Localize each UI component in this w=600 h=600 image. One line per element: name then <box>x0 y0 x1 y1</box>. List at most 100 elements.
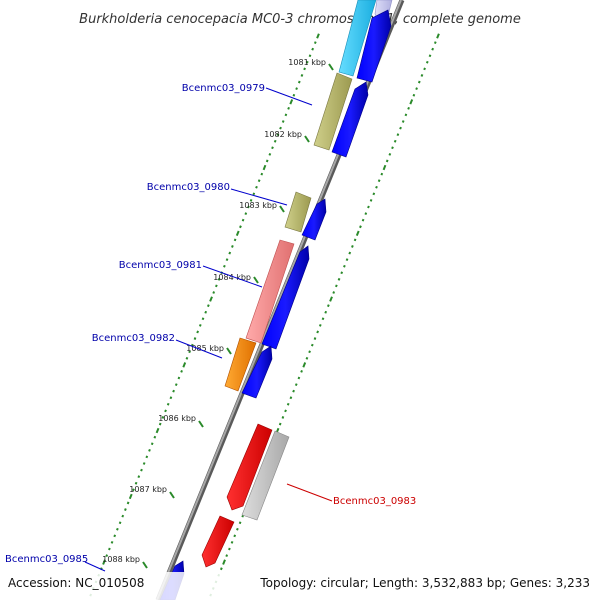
minor-tick <box>148 448 151 452</box>
minor-tick <box>404 113 408 117</box>
minor-tick <box>212 291 216 294</box>
minor-tick <box>255 185 258 189</box>
minor-tick <box>142 462 146 465</box>
minor-tick <box>113 534 117 538</box>
minor-tick <box>241 218 245 222</box>
minor-tick <box>292 93 296 97</box>
minor-tick <box>316 330 320 334</box>
gene-forward-cds[interactable] <box>356 9 392 83</box>
minor-tick <box>145 455 149 459</box>
gene-pink[interactable] <box>245 239 295 344</box>
minor-tick <box>311 47 315 51</box>
leader-line <box>202 265 263 288</box>
minor-tick <box>134 481 138 485</box>
gene-label[interactable]: Bcenmc03_0979 <box>182 83 265 94</box>
minor-tick <box>276 133 280 137</box>
minor-tick <box>185 356 189 360</box>
minor-tick <box>118 521 122 525</box>
minor-tick <box>257 179 261 183</box>
leader-line <box>230 188 288 206</box>
gene-label[interactable]: Bcenmc03_0983 <box>333 496 416 507</box>
minor-tick <box>236 527 239 531</box>
gene-orange[interactable] <box>224 337 257 392</box>
minor-tick <box>124 508 127 511</box>
gene-forward-cds[interactable] <box>331 81 369 158</box>
minor-tick <box>126 501 130 505</box>
tick-mark <box>169 491 175 499</box>
minor-tick <box>214 284 218 288</box>
minor-tick <box>262 164 267 171</box>
minor-tick <box>355 230 360 236</box>
minor-tick <box>364 212 368 215</box>
minor-tick <box>265 159 269 163</box>
minor-tick <box>329 296 333 302</box>
minor-tick <box>305 356 309 360</box>
minor-tick <box>343 264 346 268</box>
minor-tick <box>172 389 175 393</box>
tick-label: 1085 kbp <box>186 344 224 353</box>
minor-tick <box>431 47 435 51</box>
minor-tick <box>300 74 304 77</box>
minor-tick <box>116 527 119 531</box>
minor-tick <box>345 258 349 262</box>
minor-tick <box>425 60 429 64</box>
minor-tick <box>289 396 293 400</box>
minor-tick <box>228 251 232 255</box>
minor-tick <box>233 238 237 242</box>
gene-grey[interactable] <box>241 430 290 521</box>
minor-tick <box>436 33 440 39</box>
gene-label[interactable]: Bcenmc03_0981 <box>119 260 202 271</box>
minor-tick <box>268 152 272 156</box>
minor-tick <box>278 422 282 426</box>
minor-tick <box>198 324 202 327</box>
minor-tick <box>150 442 154 446</box>
minor-tick <box>260 172 264 176</box>
minor-tick <box>188 350 191 354</box>
minor-tick <box>375 185 378 189</box>
minor-tick <box>249 199 253 202</box>
minor-tick <box>297 80 301 84</box>
gene-cyan[interactable] <box>338 0 377 77</box>
minor-tick <box>196 330 200 334</box>
genome-summary-text: Topology: circular; Length: 3,532,883 bp… <box>259 576 590 590</box>
minor-tick <box>239 225 242 229</box>
gene-label[interactable]: Bcenmc03_0980 <box>147 182 230 193</box>
minor-tick <box>252 192 256 196</box>
gene-label[interactable]: Bcenmc03_0982 <box>92 333 175 344</box>
minor-tick <box>137 475 141 479</box>
minor-tick <box>302 362 307 368</box>
gene-label[interactable]: Bcenmc03_0985 <box>5 554 88 565</box>
minor-tick <box>286 402 290 406</box>
minor-tick <box>153 435 157 439</box>
minor-tick <box>318 324 322 327</box>
minor-tick <box>382 164 387 171</box>
gene-forward-cds[interactable] <box>241 345 273 399</box>
minor-tick <box>303 67 306 71</box>
tick-mark <box>253 276 259 284</box>
gene-red[interactable] <box>201 515 235 568</box>
minor-tick <box>415 87 418 90</box>
minor-tick <box>231 245 234 248</box>
gene-olive[interactable] <box>313 72 353 151</box>
accession-text: Accession: NC_010508 <box>8 576 144 590</box>
gene-olive[interactable] <box>284 191 312 233</box>
kbp-ticks: 1081 kbp 1082 kbp 1083 kbp 1084 kbp 1085… <box>102 58 334 569</box>
minor-tick <box>359 225 362 229</box>
minor-tick <box>305 60 309 64</box>
tick-label: 1086 kbp <box>158 414 196 423</box>
tick-mark <box>142 561 148 569</box>
minor-tick <box>279 126 282 130</box>
minor-tick <box>247 205 250 209</box>
minor-tick <box>353 238 357 242</box>
minor-tick <box>158 422 162 426</box>
gene-forward-cds[interactable] <box>301 198 327 241</box>
minor-tick <box>316 33 320 39</box>
minor-tick <box>201 317 205 321</box>
tick-mark <box>304 135 310 143</box>
minor-tick <box>121 514 125 518</box>
minor-tick <box>161 416 165 419</box>
minor-tick <box>281 416 285 419</box>
gene-red[interactable] <box>226 423 273 511</box>
minor-tick <box>396 133 400 137</box>
gene-forward-cds[interactable] <box>261 245 310 350</box>
